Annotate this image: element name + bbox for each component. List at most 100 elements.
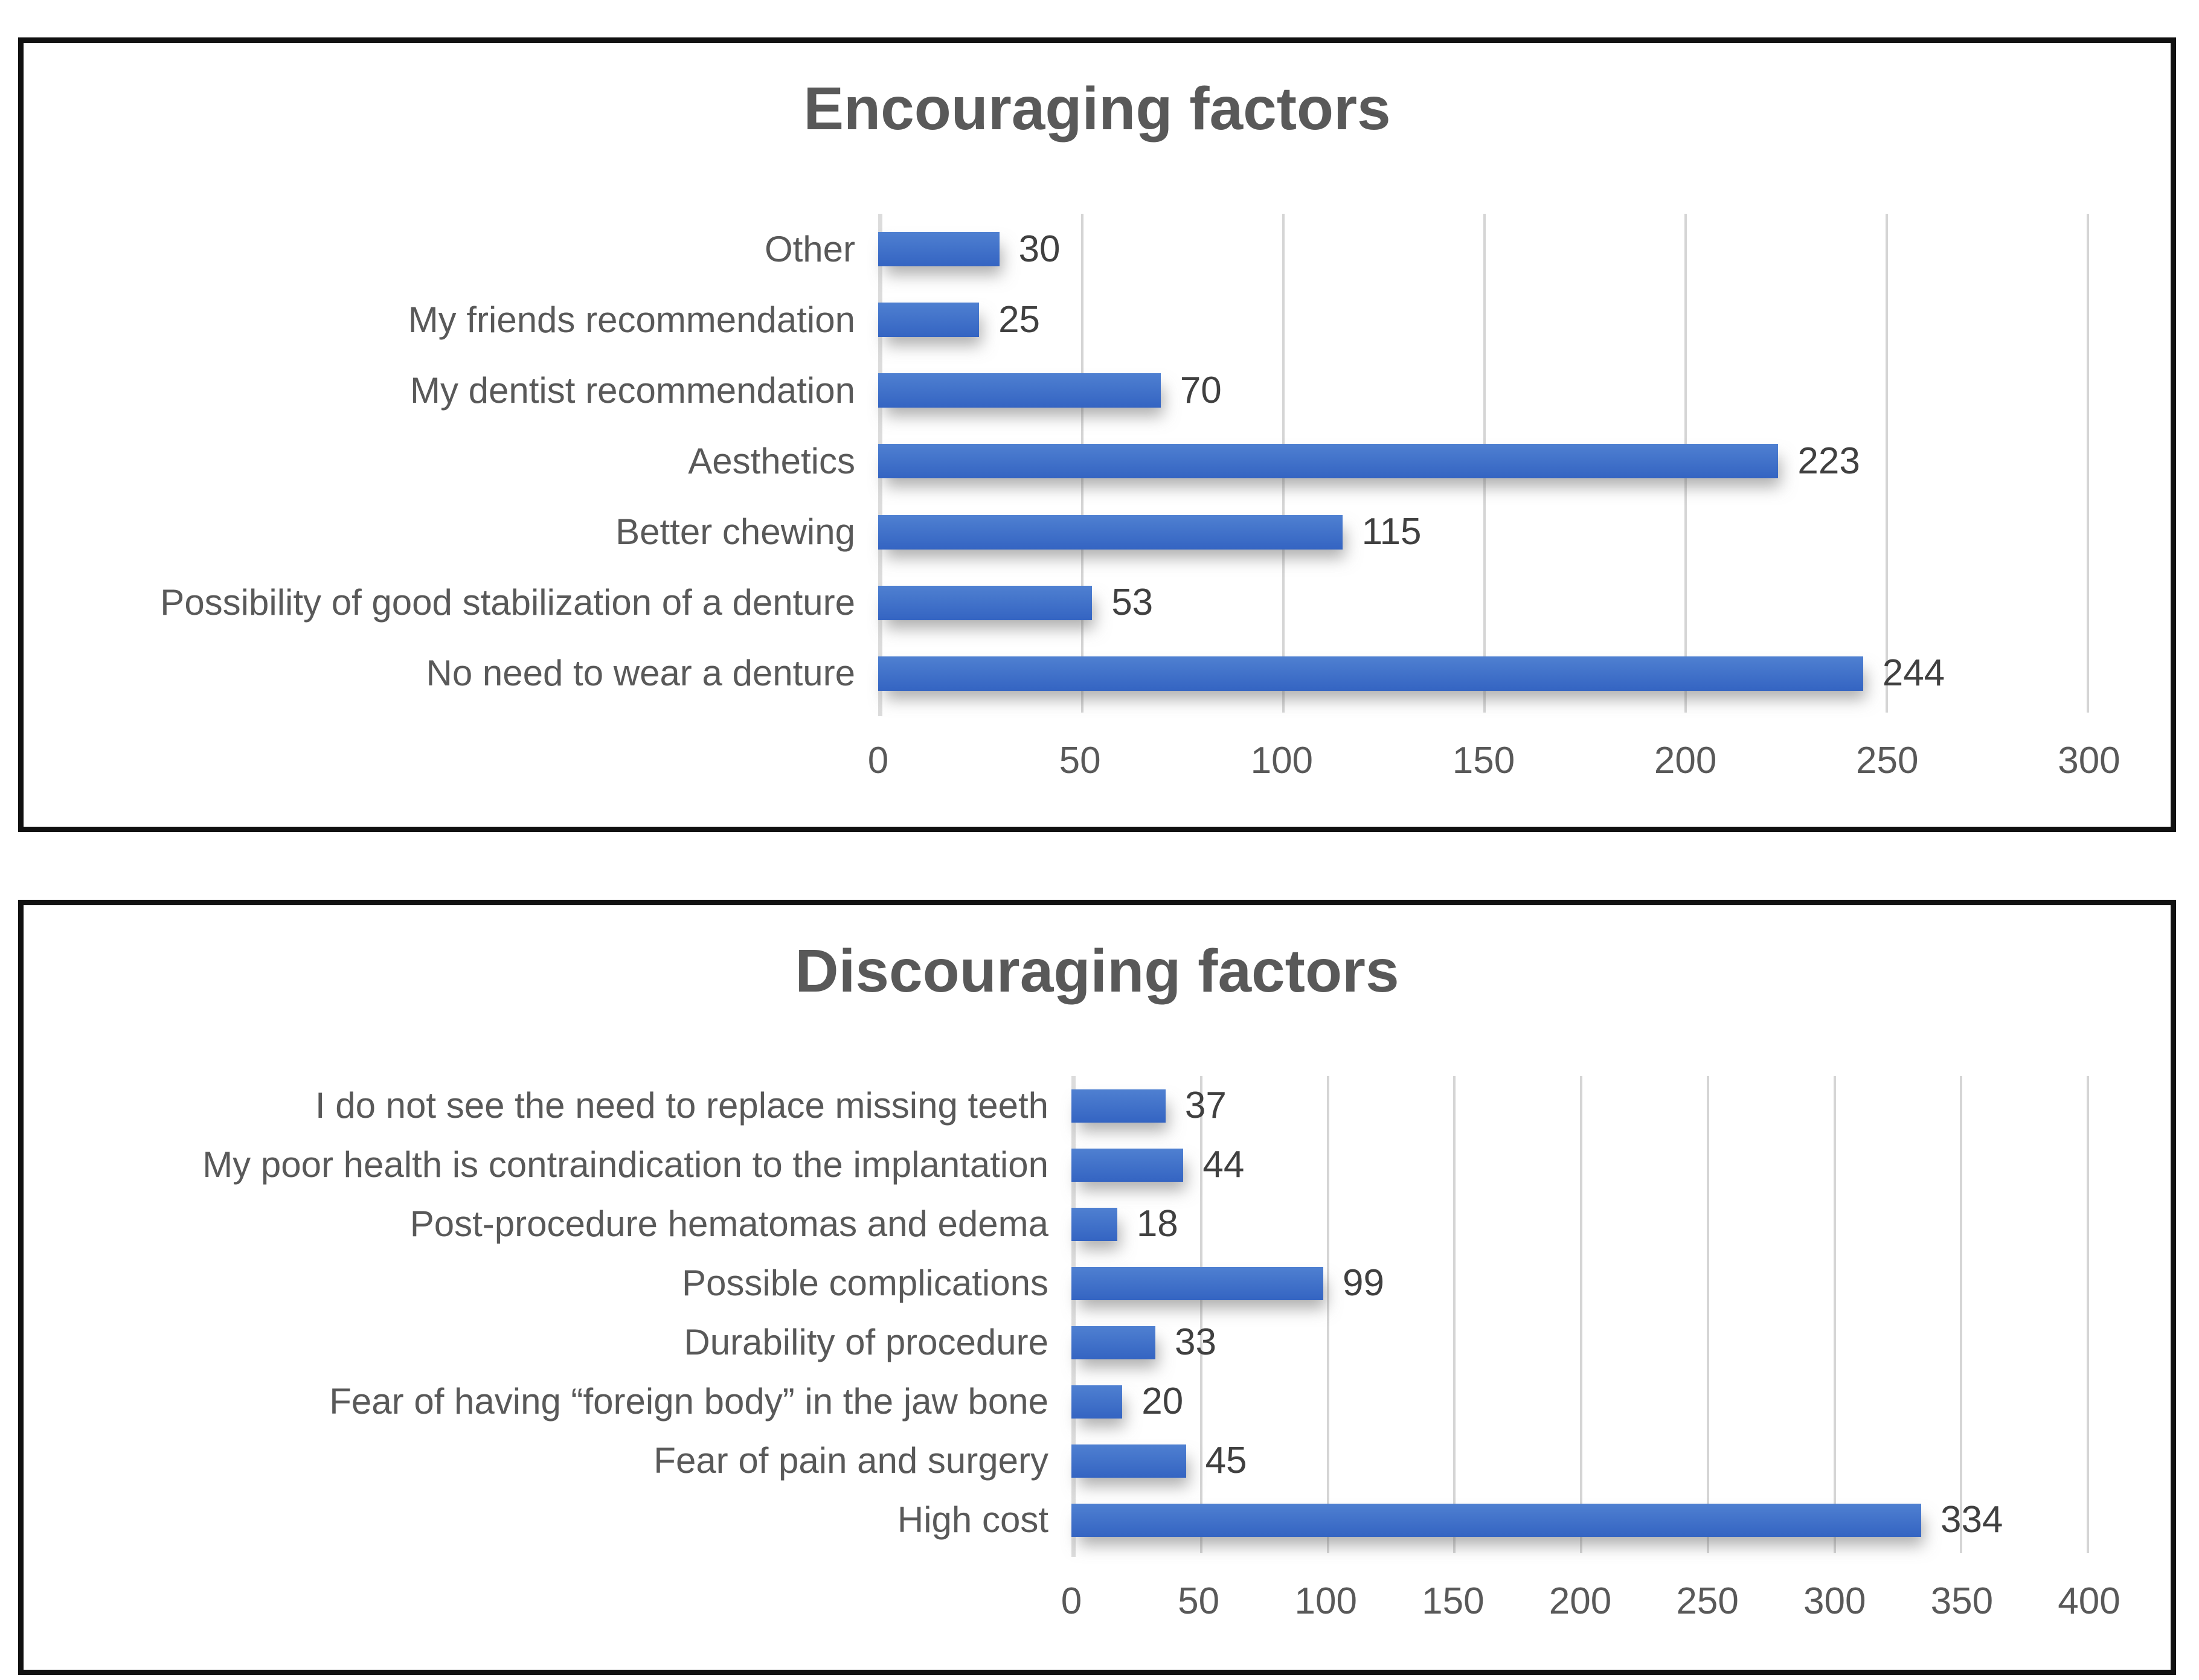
category-axis: Other My friends recommendation My denti… bbox=[51, 214, 878, 709]
bar bbox=[1071, 1503, 1921, 1537]
category-label: No need to wear a denture bbox=[426, 653, 855, 694]
bar bbox=[1071, 1266, 1324, 1300]
value-label: 334 bbox=[1940, 1499, 2003, 1541]
gridline bbox=[1833, 1076, 1836, 1553]
value-label: 20 bbox=[1141, 1380, 1184, 1422]
value-label: 53 bbox=[1111, 582, 1154, 624]
category-label: Possibility of good stabilization of a d… bbox=[160, 582, 855, 623]
category-label: My dentist recommendation bbox=[410, 370, 855, 411]
bar bbox=[1071, 1385, 1123, 1419]
category-label: Better chewing bbox=[615, 511, 855, 553]
bar-row: 30 bbox=[878, 214, 2089, 284]
gridline bbox=[1199, 1076, 1202, 1553]
chart-body: Other My friends recommendation My denti… bbox=[51, 214, 2089, 716]
value-label: 37 bbox=[1184, 1085, 1227, 1126]
x-tick-label: 150 bbox=[1452, 740, 1515, 781]
bar bbox=[1071, 1326, 1155, 1359]
plot-area: 30 25 70 223 115 bbox=[878, 214, 2089, 716]
value-label: 223 bbox=[1797, 440, 1860, 482]
chart-body: I do not see the need to replace missing… bbox=[51, 1076, 2089, 1557]
bar bbox=[878, 303, 980, 338]
bar-series: 37 44 18 99 33 bbox=[1071, 1076, 2089, 1550]
gridline bbox=[1326, 1076, 1329, 1553]
gridline bbox=[1453, 1076, 1456, 1553]
category-label: Possible complications bbox=[682, 1263, 1048, 1303]
bar bbox=[878, 585, 1093, 620]
x-tick-label: 150 bbox=[1422, 1580, 1485, 1622]
category-label: My poor health is contraindication to th… bbox=[202, 1144, 1048, 1185]
value-label: 45 bbox=[1205, 1440, 1247, 1481]
plot-area: 37 44 18 99 33 bbox=[1071, 1076, 2089, 1557]
category-label: Post-procedure hematomas and edema bbox=[409, 1204, 1048, 1244]
chart-panel-discouraging: Discouraging factors I do not see the ne… bbox=[18, 900, 2176, 1675]
bar-row: 25 bbox=[878, 284, 2089, 355]
gridline bbox=[1886, 214, 1888, 713]
x-tick-label: 50 bbox=[1178, 1580, 1220, 1622]
gridlines bbox=[1071, 1076, 2089, 1557]
bar-row: 334 bbox=[1071, 1490, 2089, 1550]
value-label: 244 bbox=[1882, 652, 1945, 694]
x-tick-label: 350 bbox=[1930, 1580, 1994, 1622]
category-axis: I do not see the need to replace missing… bbox=[51, 1076, 1071, 1550]
bar-row: 18 bbox=[1071, 1194, 2089, 1254]
x-tick-label: 200 bbox=[1549, 1580, 1612, 1622]
bar bbox=[1071, 1207, 1117, 1241]
bar-row: 20 bbox=[1071, 1372, 2089, 1431]
category-label: Aesthetics bbox=[688, 440, 855, 481]
bar-row: 37 bbox=[1071, 1076, 2089, 1135]
x-tick-label: 250 bbox=[1856, 740, 1919, 781]
value-label: 44 bbox=[1202, 1144, 1245, 1185]
gridline bbox=[1580, 1076, 1582, 1553]
bar bbox=[878, 444, 1779, 479]
bar-row: 33 bbox=[1071, 1313, 2089, 1372]
x-tick-label: 100 bbox=[1250, 740, 1314, 781]
bar-series: 30 25 70 223 115 bbox=[878, 214, 2089, 709]
gridline bbox=[2087, 1076, 2089, 1553]
x-tick-label: 300 bbox=[2058, 740, 2120, 781]
value-label: 70 bbox=[1180, 369, 1222, 411]
x-axis: 0 50 100 150 200 250 300 350 400 bbox=[1061, 1580, 2120, 1622]
value-label: 25 bbox=[998, 298, 1041, 341]
bar bbox=[1071, 1148, 1184, 1182]
value-label: 115 bbox=[1361, 511, 1422, 553]
bar-row: 99 bbox=[1071, 1254, 2089, 1313]
value-label: 99 bbox=[1343, 1262, 1384, 1304]
x-tick-label: 400 bbox=[2058, 1580, 2120, 1622]
value-label: 33 bbox=[1175, 1321, 1216, 1363]
category-label: Fear of having “foreign body” in the jaw… bbox=[329, 1381, 1048, 1422]
bar bbox=[878, 515, 1343, 550]
value-label: 18 bbox=[1136, 1203, 1178, 1245]
x-tick-label: 100 bbox=[1294, 1580, 1357, 1622]
x-tick-label: 300 bbox=[1803, 1580, 1866, 1622]
category-label: Fear of pain and surgery bbox=[653, 1440, 1048, 1481]
x-tick-label: 0 bbox=[1061, 1580, 1082, 1622]
category-label: I do not see the need to replace missing… bbox=[315, 1085, 1048, 1126]
bar bbox=[878, 656, 1863, 691]
chart-panel-encouraging: Encouraging factors Other My friends rec… bbox=[18, 37, 2176, 832]
bar bbox=[878, 373, 1161, 408]
x-tick-label: 200 bbox=[1654, 740, 1717, 781]
bar-row: 244 bbox=[878, 638, 2089, 709]
chart-title: Discouraging factors bbox=[795, 937, 1399, 1005]
category-label: Other bbox=[764, 228, 855, 269]
bar-row: 115 bbox=[878, 497, 2089, 568]
gridline bbox=[1960, 1076, 1963, 1553]
bar bbox=[878, 232, 1000, 267]
bar-row: 44 bbox=[1071, 1135, 2089, 1194]
bar-row: 45 bbox=[1071, 1431, 2089, 1490]
chart-title: Encouraging factors bbox=[803, 75, 1391, 143]
bar-row: 223 bbox=[878, 426, 2089, 496]
x-axis: 0 50 100 150 200 250 300 bbox=[868, 740, 2120, 781]
bar-row: 70 bbox=[878, 355, 2089, 426]
category-label: Durability of procedure bbox=[684, 1322, 1048, 1362]
gridline bbox=[1706, 1076, 1709, 1553]
x-tick-label: 250 bbox=[1676, 1580, 1739, 1622]
x-tick-label: 50 bbox=[1059, 740, 1101, 781]
bar bbox=[1071, 1089, 1166, 1123]
bar bbox=[1071, 1444, 1186, 1478]
value-label: 30 bbox=[1018, 228, 1061, 270]
bar-row: 53 bbox=[878, 568, 2089, 638]
x-tick-label: 0 bbox=[867, 740, 889, 781]
gridline bbox=[2087, 214, 2089, 713]
gridline bbox=[1071, 1076, 1076, 1557]
